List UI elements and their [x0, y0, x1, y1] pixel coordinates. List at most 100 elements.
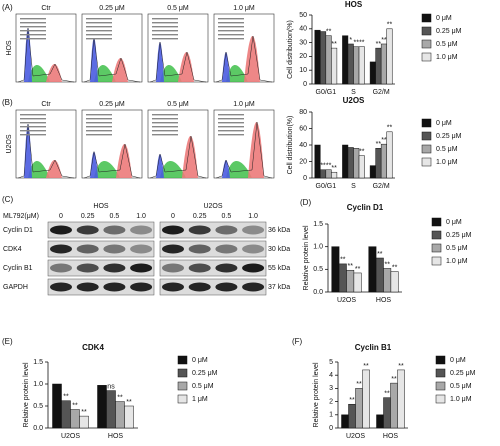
blot-strip [159, 221, 267, 239]
protein-label: Cyclin B1 [3, 265, 33, 272]
bar [369, 165, 376, 179]
blot-band [50, 225, 72, 235]
dose-label: 0.5 [110, 213, 120, 220]
bar [362, 369, 370, 429]
significance: ** [72, 402, 78, 409]
histogram-green [28, 160, 50, 178]
legend-label: 0.5 μM [446, 245, 468, 252]
legend-swatch [421, 118, 432, 128]
blot-band [162, 263, 184, 273]
blot-band [215, 282, 238, 292]
x-tick-label: S [351, 89, 356, 96]
bar [368, 246, 377, 293]
significance: ** [387, 125, 393, 132]
significance: ** [392, 264, 398, 271]
bar [386, 28, 393, 85]
bar [79, 415, 89, 429]
bar [369, 61, 376, 85]
blot-band [242, 244, 265, 254]
y-tick-label: 3 [329, 385, 333, 392]
histogram-red [46, 160, 62, 178]
significance: ** [349, 397, 355, 404]
row-label: HOS [6, 40, 13, 56]
y-tick-label: 30 [299, 39, 307, 46]
legend-swatch [421, 52, 432, 62]
significance: ** [320, 163, 326, 170]
legend-swatch [435, 394, 446, 404]
histogram-outline [17, 27, 75, 83]
histogram-green [94, 160, 120, 178]
stats-text [152, 18, 178, 20]
blot-band [76, 244, 99, 254]
stats-text [86, 118, 112, 120]
stats-text [152, 134, 178, 136]
stats-text [218, 30, 244, 32]
chart-title: U2OS [343, 96, 365, 105]
stats-text [20, 118, 46, 120]
blot-band [76, 225, 99, 235]
histogram-red [112, 58, 128, 82]
y-axis-label: Cell distribution(%) [287, 20, 294, 79]
stats-text [20, 26, 46, 28]
x-tick-label: U2OS [346, 433, 365, 440]
significance: ** [63, 394, 69, 401]
bar [375, 47, 382, 85]
legend-swatch [431, 243, 442, 253]
histogram-blue [24, 124, 32, 178]
y-tick-label: 1.0 [33, 381, 43, 388]
stats-text [86, 26, 112, 28]
legend-label: 1.0 μM [436, 159, 458, 166]
x-tick-label: U2OS [337, 297, 356, 304]
stats-text [20, 134, 46, 136]
legend-label: 0 μM [436, 120, 452, 127]
panel-label: (E) [2, 337, 13, 346]
bar [106, 390, 116, 429]
blot-band [188, 244, 211, 254]
legend-swatch [421, 144, 432, 154]
significance: ** [326, 29, 332, 36]
x-tick-label: HOS [108, 433, 124, 440]
significance: ** [384, 261, 390, 268]
histogram-title: Ctr [41, 101, 51, 108]
stats-text [20, 22, 46, 24]
histogram-title: 0.5 μM [167, 101, 189, 108]
legend-swatch [421, 13, 432, 23]
stats-text [152, 30, 178, 32]
bar [320, 169, 327, 179]
y-tick-label: 0 [329, 425, 333, 432]
chart-title: Cyclin D1 [347, 203, 384, 212]
significance: ** [398, 363, 404, 370]
significance: ** [391, 376, 397, 383]
histogram-green [94, 64, 116, 82]
bar [331, 171, 338, 179]
blot-band [103, 225, 126, 235]
chart-title: Cyclin B1 [355, 343, 392, 352]
y-tick-label: 0 [303, 81, 307, 88]
blot-band [103, 282, 126, 292]
blot-band [242, 225, 265, 235]
histogram-outline [83, 37, 141, 83]
histogram-green [226, 160, 252, 178]
stats-text [152, 38, 178, 40]
chart-title: CDK4 [82, 343, 104, 352]
stats-text [86, 114, 112, 116]
legend-label: 0.25 μM [436, 133, 462, 140]
y-tick-label: 1 [329, 412, 333, 419]
size-label: 36 kDa [268, 227, 290, 234]
significance: ** [126, 399, 132, 406]
y-tick-label: 40 [299, 142, 307, 149]
dose-label: 0.25 [81, 213, 95, 220]
histogram-blue [90, 151, 98, 178]
histogram-red [178, 52, 194, 82]
y-axis-label: Cell distribution(%) [287, 116, 294, 175]
legend-label: 0.5 μM [192, 383, 214, 390]
stats-text [86, 126, 112, 128]
y-tick-label: 1.0 [313, 244, 323, 251]
bar [115, 401, 125, 429]
stats-text [152, 122, 178, 124]
size-label: 37 kDa [268, 284, 290, 291]
y-tick-label: 20 [299, 53, 307, 60]
legend-label: 0.5 μM [450, 383, 472, 390]
significance: ** [377, 251, 383, 258]
stats-text [218, 122, 244, 124]
